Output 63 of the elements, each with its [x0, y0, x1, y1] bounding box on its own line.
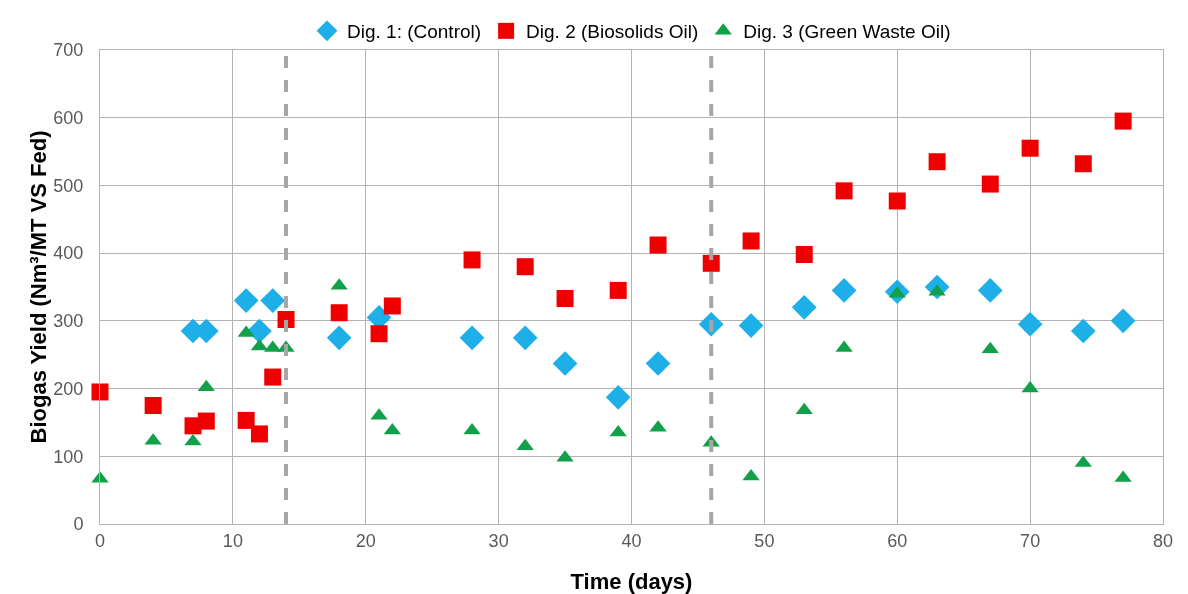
point: [1070, 318, 1096, 344]
legend-label: Dig. 1: (Control): [347, 21, 482, 43]
point: [1017, 311, 1043, 337]
legend-label: Dig. 3 (Green Waste Oil): [743, 21, 951, 43]
y-axis-title: Biogas Yield (Nm³/MT VS Fed): [26, 130, 51, 444]
point: [250, 425, 268, 443]
x-axis-title: Time (days): [570, 569, 693, 594]
point: [184, 433, 202, 446]
point: [459, 325, 485, 351]
point: [556, 290, 574, 308]
y-tick-label: 500: [53, 175, 84, 196]
point: [326, 325, 352, 351]
point: [649, 236, 667, 254]
point: [463, 251, 481, 269]
point: [981, 341, 999, 354]
point: [1110, 308, 1136, 334]
point: [197, 412, 215, 430]
point: [1021, 139, 1039, 157]
y-tick-label: 400: [53, 243, 84, 264]
point: [888, 192, 906, 210]
point: [233, 288, 259, 313]
x-tick-label: 0: [94, 530, 106, 551]
point: [738, 313, 764, 338]
legend-label: Dig. 2 (Biosolids Oil): [526, 21, 699, 43]
point: [330, 304, 348, 322]
point: [609, 281, 627, 299]
point: [516, 258, 534, 276]
x-tick-label: 40: [621, 530, 642, 551]
point: [91, 383, 109, 401]
x-tick-label: 60: [887, 530, 908, 551]
point: [928, 153, 946, 171]
x-tick-label: 20: [355, 530, 376, 551]
point: [264, 368, 282, 386]
point: [645, 351, 671, 376]
point: [835, 182, 853, 200]
point: [605, 385, 631, 410]
point: [791, 294, 817, 320]
point: [383, 297, 401, 315]
y-tick-label: 200: [53, 378, 84, 399]
y-tick-label: 0: [73, 514, 84, 535]
point: [1074, 155, 1092, 173]
y-tick-label: 300: [53, 311, 84, 332]
point: [795, 246, 813, 263]
point: [742, 232, 760, 250]
point: [1114, 112, 1132, 130]
point: [260, 288, 286, 313]
point: [977, 278, 1003, 303]
x-tick-label: 50: [754, 530, 775, 551]
y-tick-label: 600: [53, 108, 84, 129]
x-tick-label: 30: [488, 530, 509, 551]
x-tick-label: 70: [1020, 530, 1041, 551]
point: [831, 278, 857, 303]
x-tick-label: 10: [222, 530, 243, 551]
point: [370, 325, 388, 343]
point: [981, 175, 999, 193]
point: [237, 411, 255, 429]
point: [144, 397, 162, 414]
y-tick-label: 100: [53, 446, 84, 467]
point: [512, 325, 538, 351]
point: [552, 351, 578, 376]
x-tick-label: 80: [1152, 530, 1174, 551]
point: [702, 254, 720, 272]
y-tick-label: 700: [53, 40, 84, 61]
